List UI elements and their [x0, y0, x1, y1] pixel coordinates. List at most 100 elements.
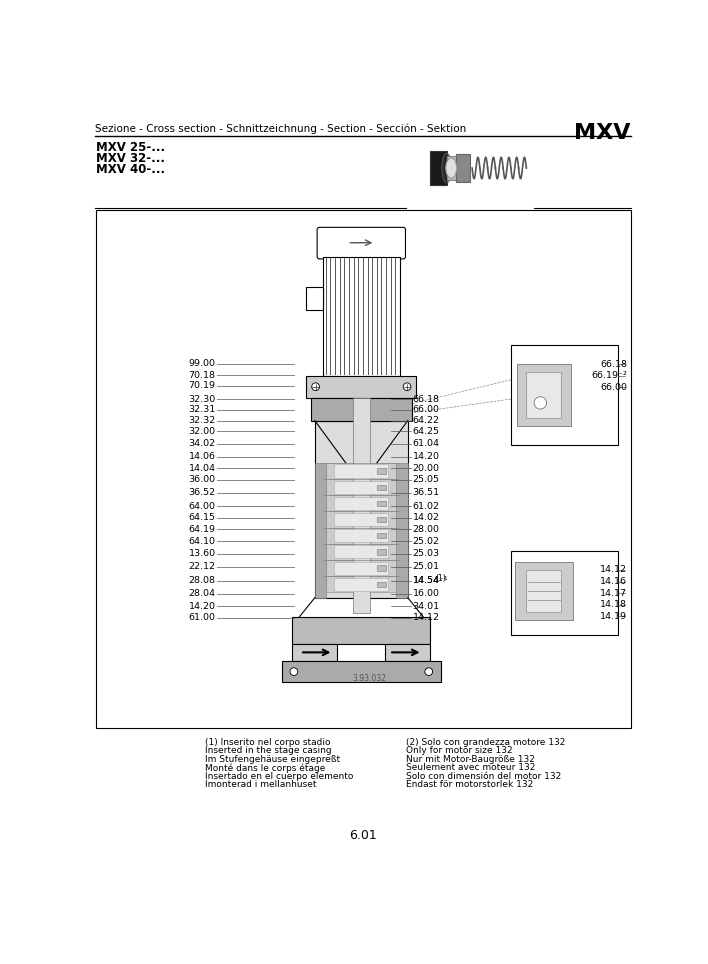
- Text: Monté dans le corps étage: Monté dans le corps étage: [205, 763, 325, 773]
- Bar: [334, 561, 389, 575]
- Text: 66.18: 66.18: [413, 394, 440, 404]
- Text: 36.52: 36.52: [188, 489, 216, 497]
- Bar: [334, 513, 389, 526]
- Text: 14.04: 14.04: [188, 464, 216, 472]
- Text: 36.00: 36.00: [188, 475, 216, 484]
- Text: 3.93.032: 3.93.032: [352, 674, 386, 683]
- Bar: [323, 544, 400, 560]
- Ellipse shape: [442, 153, 451, 182]
- Text: 13.60: 13.60: [188, 549, 216, 558]
- Bar: [334, 481, 389, 494]
- Bar: [292, 644, 337, 661]
- Bar: [511, 550, 618, 635]
- Text: 28.04: 28.04: [188, 589, 216, 599]
- Text: 32.31: 32.31: [188, 405, 216, 415]
- Bar: [323, 527, 400, 544]
- Bar: [515, 562, 573, 620]
- Bar: [377, 533, 386, 539]
- Text: Insertado en el cuerpo elemento: Insertado en el cuerpo elemento: [205, 772, 353, 781]
- Text: 61.00: 61.00: [188, 613, 216, 622]
- Text: 25.01: 25.01: [413, 562, 440, 572]
- Text: 32.30: 32.30: [188, 394, 216, 404]
- Text: 64.22: 64.22: [413, 416, 440, 425]
- Ellipse shape: [534, 397, 547, 409]
- Bar: [292, 617, 430, 644]
- Bar: [323, 495, 400, 512]
- Text: 99.00: 99.00: [188, 360, 216, 368]
- Bar: [323, 463, 400, 479]
- Bar: [334, 546, 389, 558]
- Ellipse shape: [403, 383, 411, 390]
- Text: MXV: MXV: [574, 123, 631, 144]
- Text: Endast för motorstorlek 132: Endast för motorstorlek 132: [406, 780, 534, 790]
- Bar: [517, 364, 571, 426]
- FancyBboxPatch shape: [317, 228, 406, 259]
- Bar: [385, 644, 430, 661]
- Bar: [377, 485, 386, 490]
- Text: 64.00: 64.00: [188, 501, 216, 511]
- Text: 61.02: 61.02: [413, 501, 440, 511]
- Text: 14.54⁻¹: 14.54⁻¹: [413, 576, 448, 585]
- Text: 61.04: 61.04: [413, 440, 440, 448]
- Text: 64.25: 64.25: [413, 427, 440, 436]
- Text: 66.19⁻²: 66.19⁻²: [591, 371, 627, 381]
- Text: 14.16: 14.16: [600, 577, 627, 586]
- Ellipse shape: [290, 668, 298, 676]
- Bar: [526, 372, 561, 418]
- Bar: [377, 549, 386, 554]
- Bar: [511, 345, 618, 445]
- Text: Sezione - Cross section - Schnittzeichnung - Section - Sección - Sektion: Sezione - Cross section - Schnittzeichnu…: [95, 123, 466, 134]
- Text: Imonterad i mellanhuset: Imonterad i mellanhuset: [205, 780, 316, 790]
- Text: 25.03: 25.03: [413, 549, 440, 558]
- Text: 64.15: 64.15: [188, 513, 216, 522]
- Bar: [430, 151, 447, 185]
- Text: Nur mit Motor-Baugröße 132: Nur mit Motor-Baugröße 132: [406, 755, 535, 763]
- Bar: [377, 517, 386, 522]
- Text: 32.00: 32.00: [188, 427, 216, 436]
- Bar: [353, 397, 370, 613]
- Bar: [447, 156, 462, 180]
- Bar: [323, 560, 400, 576]
- Text: MXV 32-...: MXV 32-...: [96, 152, 165, 165]
- Text: 28.08: 28.08: [188, 576, 216, 585]
- Text: 14.20: 14.20: [188, 602, 216, 610]
- Text: (1) Inserito nel corpo stadio: (1) Inserito nel corpo stadio: [205, 737, 330, 747]
- Bar: [96, 209, 631, 728]
- Text: 16.00: 16.00: [413, 589, 440, 599]
- Bar: [377, 500, 386, 506]
- Bar: [323, 576, 400, 592]
- Bar: [311, 397, 411, 420]
- Bar: [323, 256, 400, 376]
- Text: 64.10: 64.10: [188, 537, 216, 546]
- Bar: [315, 463, 326, 598]
- Text: Solo con dimensión del motor 132: Solo con dimensión del motor 132: [406, 772, 561, 781]
- Text: 25.02: 25.02: [413, 537, 440, 546]
- Bar: [377, 581, 386, 587]
- Text: MXV 25-...: MXV 25-...: [96, 141, 166, 154]
- Text: 66.00: 66.00: [600, 383, 627, 392]
- Text: 14.18: 14.18: [600, 601, 627, 609]
- Text: 34.02: 34.02: [188, 440, 216, 448]
- Bar: [334, 577, 389, 591]
- Bar: [334, 496, 389, 510]
- Text: (2) Solo con grandezza motore 132: (2) Solo con grandezza motore 132: [406, 737, 566, 747]
- Text: 20.00: 20.00: [413, 464, 440, 472]
- Bar: [456, 154, 470, 182]
- Bar: [305, 287, 323, 310]
- Text: Only for motor size 132: Only for motor size 132: [406, 746, 513, 756]
- Text: 14.20: 14.20: [413, 452, 440, 462]
- Bar: [323, 512, 400, 527]
- Text: 14.19: 14.19: [600, 612, 627, 621]
- Text: 66.00: 66.00: [413, 405, 440, 415]
- Bar: [323, 479, 400, 495]
- Text: 6.01: 6.01: [349, 829, 377, 843]
- Ellipse shape: [425, 668, 433, 676]
- Text: 70.18: 70.18: [188, 371, 216, 380]
- Bar: [334, 465, 389, 477]
- Ellipse shape: [446, 158, 457, 178]
- Text: 34.01: 34.01: [413, 602, 440, 610]
- Bar: [334, 529, 389, 543]
- Bar: [377, 469, 386, 473]
- Text: 14.06: 14.06: [188, 452, 216, 462]
- Bar: [307, 376, 416, 397]
